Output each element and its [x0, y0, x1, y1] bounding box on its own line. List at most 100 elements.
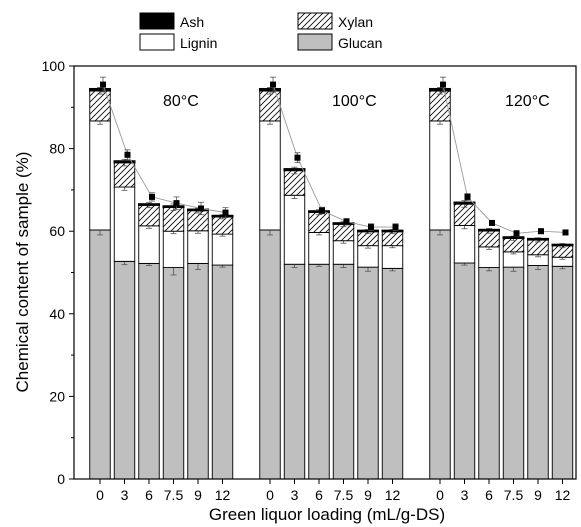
x-tick-label: 7.5 — [504, 487, 524, 503]
total-marker — [198, 205, 204, 212]
total-trend-line — [102, 84, 226, 214]
bar-lignin — [283, 194, 306, 265]
y-tick-label: 40 — [49, 306, 65, 322]
bar-glucan — [138, 262, 160, 480]
y-tick-label: 80 — [49, 141, 65, 157]
total-marker — [294, 154, 301, 161]
bar-lignin — [162, 230, 185, 268]
panel-label-100: 100°C — [332, 93, 377, 110]
x-tick-label: 0 — [96, 487, 104, 503]
total-marker — [368, 224, 374, 231]
bar-lignin — [211, 233, 234, 266]
bar-lignin — [478, 246, 500, 268]
bar-ash — [283, 168, 306, 172]
legend-label-ash: Ash — [180, 14, 204, 30]
x-tick-label: 6 — [485, 487, 493, 503]
bar-ash — [453, 201, 476, 205]
x-tick-label: 12 — [385, 487, 401, 503]
x-tick-label: 6 — [315, 487, 323, 503]
x-tick-label: 9 — [364, 487, 372, 503]
x-tick-label: 3 — [461, 487, 469, 503]
bar-glucan — [211, 264, 234, 480]
y-tick-label: 100 — [42, 58, 66, 74]
panel-label-120: 120°C — [505, 93, 550, 110]
bar-glucan — [332, 263, 355, 480]
total-marker — [489, 219, 495, 226]
total-trend-line — [442, 84, 566, 234]
bar-ash — [527, 237, 549, 241]
bar-lignin — [453, 224, 476, 264]
legend-swatch-xylan — [297, 12, 333, 30]
bar-xylan — [429, 90, 451, 122]
y-tick-label: 60 — [49, 223, 65, 239]
total-marker — [149, 193, 155, 200]
bar-xylan — [283, 170, 306, 196]
total-marker — [124, 151, 131, 158]
bar-lignin — [187, 230, 209, 264]
total-marker — [392, 224, 399, 231]
legend-label-glucan: Glucan — [338, 35, 382, 51]
bar-glucan — [381, 267, 404, 480]
bar-lignin — [308, 231, 330, 265]
x-tick-label: 0 — [266, 487, 274, 503]
bar-ash — [259, 87, 281, 92]
panel-label-80: 80°C — [163, 93, 199, 110]
bar-glucan — [283, 263, 306, 480]
bar-glucan — [478, 267, 500, 480]
bar-glucan — [453, 262, 476, 480]
total-marker — [562, 229, 569, 236]
plot-area — [89, 76, 574, 480]
bar-ash — [502, 236, 525, 239]
bar-ash — [478, 228, 500, 232]
legend-label-xylan: Xylan — [338, 14, 373, 30]
total-trend-line — [272, 84, 396, 228]
bar-glucan — [429, 229, 451, 480]
bar-glucan — [357, 266, 379, 480]
total-marker — [440, 81, 446, 88]
bar-glucan — [89, 229, 111, 480]
bar-glucan — [502, 266, 525, 480]
bar-ash — [89, 87, 111, 92]
bar-glucan — [162, 267, 185, 480]
bar-ash — [113, 160, 136, 164]
x-tick-label: 12 — [215, 487, 231, 503]
total-marker — [538, 228, 544, 235]
legend: Ash Xylan Lignin Glucan — [139, 12, 382, 51]
bar-lignin — [89, 120, 111, 231]
bar-glucan — [259, 229, 281, 480]
y-tick-label: 20 — [49, 388, 65, 404]
bar-ash — [162, 205, 185, 208]
bar-glucan — [113, 260, 136, 480]
bar-lignin — [357, 245, 379, 268]
x-tick-label: 9 — [194, 487, 202, 503]
bar-ash — [211, 214, 234, 218]
bar-xylan — [138, 204, 160, 227]
total-marker — [270, 81, 276, 88]
total-marker — [343, 218, 350, 225]
bar-xylan — [211, 216, 234, 235]
total-marker — [173, 200, 180, 207]
bar-lignin — [332, 240, 355, 265]
bar-xylan — [187, 210, 209, 232]
legend-swatch-lignin — [139, 33, 175, 51]
total-marker — [513, 230, 520, 237]
bar-lignin — [429, 120, 451, 231]
bar-glucan — [187, 262, 209, 480]
bar-lignin — [138, 225, 160, 264]
bar-xylan — [308, 211, 330, 233]
y-axis-title: Chemical content of sample (%) — [13, 152, 32, 393]
bar-glucan — [527, 265, 549, 480]
x-tick-label: 0 — [436, 487, 444, 503]
x-tick-label: 3 — [121, 487, 129, 503]
total-marker — [319, 207, 325, 214]
bar-lignin — [113, 186, 136, 262]
x-tick-label: 7.5 — [334, 487, 354, 503]
bar-glucan — [308, 263, 330, 480]
bar-xylan — [259, 90, 281, 122]
bar-ash — [138, 203, 160, 206]
legend-label-lignin: Lignin — [180, 35, 217, 51]
bar-ash — [429, 87, 451, 92]
legend-swatch-ash — [139, 12, 175, 30]
y-tick-label: 0 — [57, 471, 65, 487]
